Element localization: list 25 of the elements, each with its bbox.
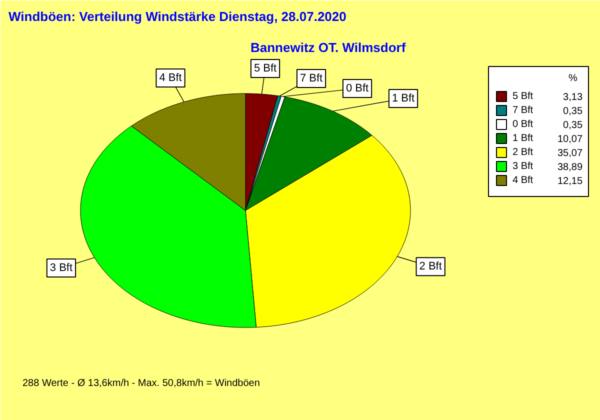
- legend-label: 0 Bft: [512, 119, 534, 130]
- data-label: 12,15: [557, 176, 583, 187]
- slice-label: 2 Bft: [419, 260, 442, 273]
- legend-title: %: [568, 73, 578, 84]
- slice-label: 7 Bft: [300, 72, 323, 84]
- legend-label: 2 Bft: [512, 147, 534, 158]
- legend-label: 5 Bft: [512, 91, 534, 102]
- slice-label: 4 Bft: [159, 72, 182, 84]
- chart-title: Windböen: Verteilung Windstärke Dienstag, 28.07.2020: [8, 9, 346, 24]
- chart-subtitle: Bannewitz OT. Wilmsdorf: [250, 40, 406, 55]
- legend-label: 3 Bft: [512, 161, 534, 172]
- slice-label: 1 Bft: [392, 92, 415, 104]
- legend-label: 7 Bft: [512, 105, 534, 116]
- slice-label: 3 Bft: [50, 262, 73, 274]
- slice-label: 5 Bft: [254, 62, 277, 74]
- data-label: 0,35: [563, 120, 583, 131]
- slice-label: 0 Bft: [346, 82, 369, 94]
- text: 288 Werte - Ø 13,6km/h - Max. 50,8km/h = Windböen: [22, 378, 260, 389]
- data-label: 10,07: [557, 134, 583, 145]
- data-label: 3,13: [563, 92, 583, 103]
- data-label: 38,89: [557, 162, 583, 173]
- data-label: 0,35: [563, 106, 583, 117]
- data-label: 35,07: [557, 148, 583, 159]
- legend-label: 4 Bft: [512, 175, 534, 186]
- legend-label: 1 Bft: [512, 133, 534, 144]
